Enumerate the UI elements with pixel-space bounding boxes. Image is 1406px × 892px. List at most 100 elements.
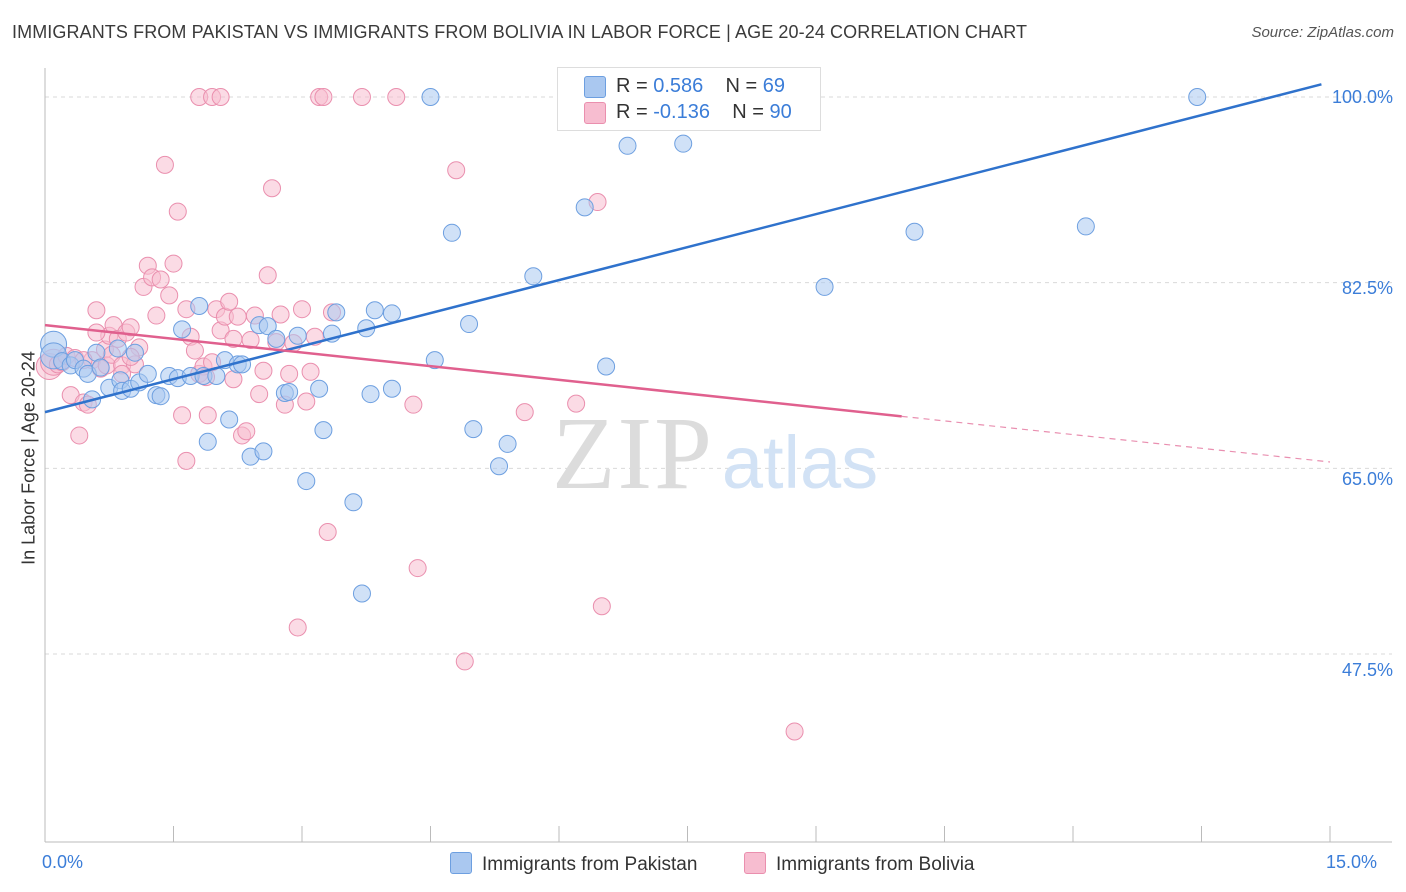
bolivia-trend-line-projection [901, 415, 1331, 463]
bolivia-point [271, 305, 290, 324]
pakistan-point [815, 277, 834, 296]
watermark-zip: ZIP [552, 396, 714, 511]
axes [44, 68, 1392, 843]
chart-title: IMMIGRANTS FROM PAKISTAN VS IMMIGRANTS F… [12, 22, 1028, 42]
y-tick-label: 100.0% [1331, 87, 1393, 107]
bolivia-point [387, 88, 406, 106]
pakistan-point [267, 329, 286, 348]
pakistan-point [125, 343, 144, 362]
bolivia-point [147, 306, 166, 325]
pakistan-point [190, 297, 209, 316]
bolivia-point [121, 318, 140, 337]
bolivia-point [297, 392, 316, 411]
trend-lines [44, 83, 1331, 463]
bolivia-point [241, 330, 260, 349]
pakistan-swatch [584, 76, 606, 98]
pakistan-point [91, 358, 110, 377]
bolivia-point [785, 722, 804, 741]
bolivia-point [151, 270, 170, 289]
bolivia-point [301, 362, 320, 381]
n-value: 69 [762, 75, 786, 97]
bolivia-point [592, 597, 611, 616]
bolivia-point [250, 385, 269, 404]
legend-item-pakistan: Immigrants from Pakistan [450, 852, 697, 876]
pakistan-legend-swatch [450, 852, 472, 874]
pakistan-point [498, 434, 517, 453]
pakistan-point [618, 136, 637, 155]
correlation-legend: R = 0.586 N = 69 R = -0.136 N = 90 [557, 67, 821, 131]
grid-lines [45, 96, 1392, 655]
bolivia-point [87, 323, 106, 342]
bolivia-point [352, 88, 371, 106]
bolivia-point [258, 266, 277, 285]
bolivia-point [211, 88, 230, 106]
pakistan-point [490, 457, 509, 476]
legend-label: Immigrants from Bolivia [776, 854, 975, 875]
bolivia-point [318, 522, 337, 541]
bolivia-point [70, 426, 89, 445]
y-tick-label: 47.5% [1341, 660, 1393, 680]
x-tick-label-max: 15.0% [1326, 852, 1378, 872]
bolivia-point [263, 179, 282, 198]
r-value: -0.136 [653, 101, 710, 123]
pakistan-point [280, 382, 299, 401]
pakistan-point [464, 420, 483, 439]
bolivia-point [173, 406, 192, 425]
pakistan-point [352, 584, 371, 603]
bolivia-point [447, 161, 466, 180]
bolivia-point [87, 301, 106, 320]
pakistan-point [1076, 217, 1095, 236]
bolivia-point [237, 422, 256, 441]
pakistan-point [310, 379, 329, 398]
bolivia-point [455, 652, 474, 671]
bolivia-point [293, 300, 311, 319]
pakistan-point [382, 379, 401, 398]
pakistan-point [421, 88, 440, 106]
watermark: ZIP atlas [552, 396, 878, 511]
r-label: R = [616, 75, 654, 97]
pakistan-point [254, 442, 273, 461]
pakistan-trend-line [44, 83, 1322, 414]
pakistan-point [220, 410, 239, 429]
pakistan-point [198, 432, 217, 451]
bolivia-point [280, 364, 299, 383]
bolivia-swatch [584, 102, 606, 124]
bolivia-point [164, 254, 183, 273]
pakistan-point [575, 198, 594, 217]
bolivia-legend-swatch [744, 852, 766, 874]
pakistan-point [674, 134, 693, 153]
bolivia-trend-line [44, 323, 902, 418]
bolivia-point [288, 618, 307, 637]
pakistan-point [365, 301, 384, 320]
bolivia-point [160, 286, 179, 305]
y-tick-label: 82.5% [1341, 278, 1393, 298]
y-axis-title: In Labor Force | Age 20-24 [18, 351, 39, 565]
pakistan-point [314, 421, 333, 440]
n-value: 90 [769, 101, 792, 123]
pakistan-point [233, 355, 252, 374]
pakistan-point [597, 357, 616, 376]
pakistan-point [344, 493, 363, 512]
bolivia-point [155, 155, 174, 174]
bolivia-point [314, 88, 333, 106]
pakistan-point [361, 385, 380, 404]
bolivia-point [567, 394, 586, 413]
legend-label: Immigrants from Pakistan [482, 854, 698, 875]
bolivia-point [515, 403, 534, 422]
source-label: Source: ZipAtlas.com [1251, 24, 1394, 41]
pakistan-point [1188, 88, 1207, 106]
legend-item-bolivia: Immigrants from Bolivia [744, 852, 975, 876]
y-tick-label: 65.0% [1341, 469, 1393, 489]
n-label: N = [725, 75, 763, 97]
x-tick-label-min: 0.0% [42, 852, 84, 872]
pakistan-point [258, 317, 277, 336]
bolivia-point [220, 292, 239, 311]
r-value: 0.586 [653, 75, 704, 97]
bolivia-point [408, 559, 427, 578]
bolivia-point [254, 361, 273, 380]
bolivia-point [224, 370, 243, 389]
pakistan-point [425, 351, 444, 370]
pakistan-point [442, 223, 461, 242]
pakistan-point [327, 303, 346, 322]
